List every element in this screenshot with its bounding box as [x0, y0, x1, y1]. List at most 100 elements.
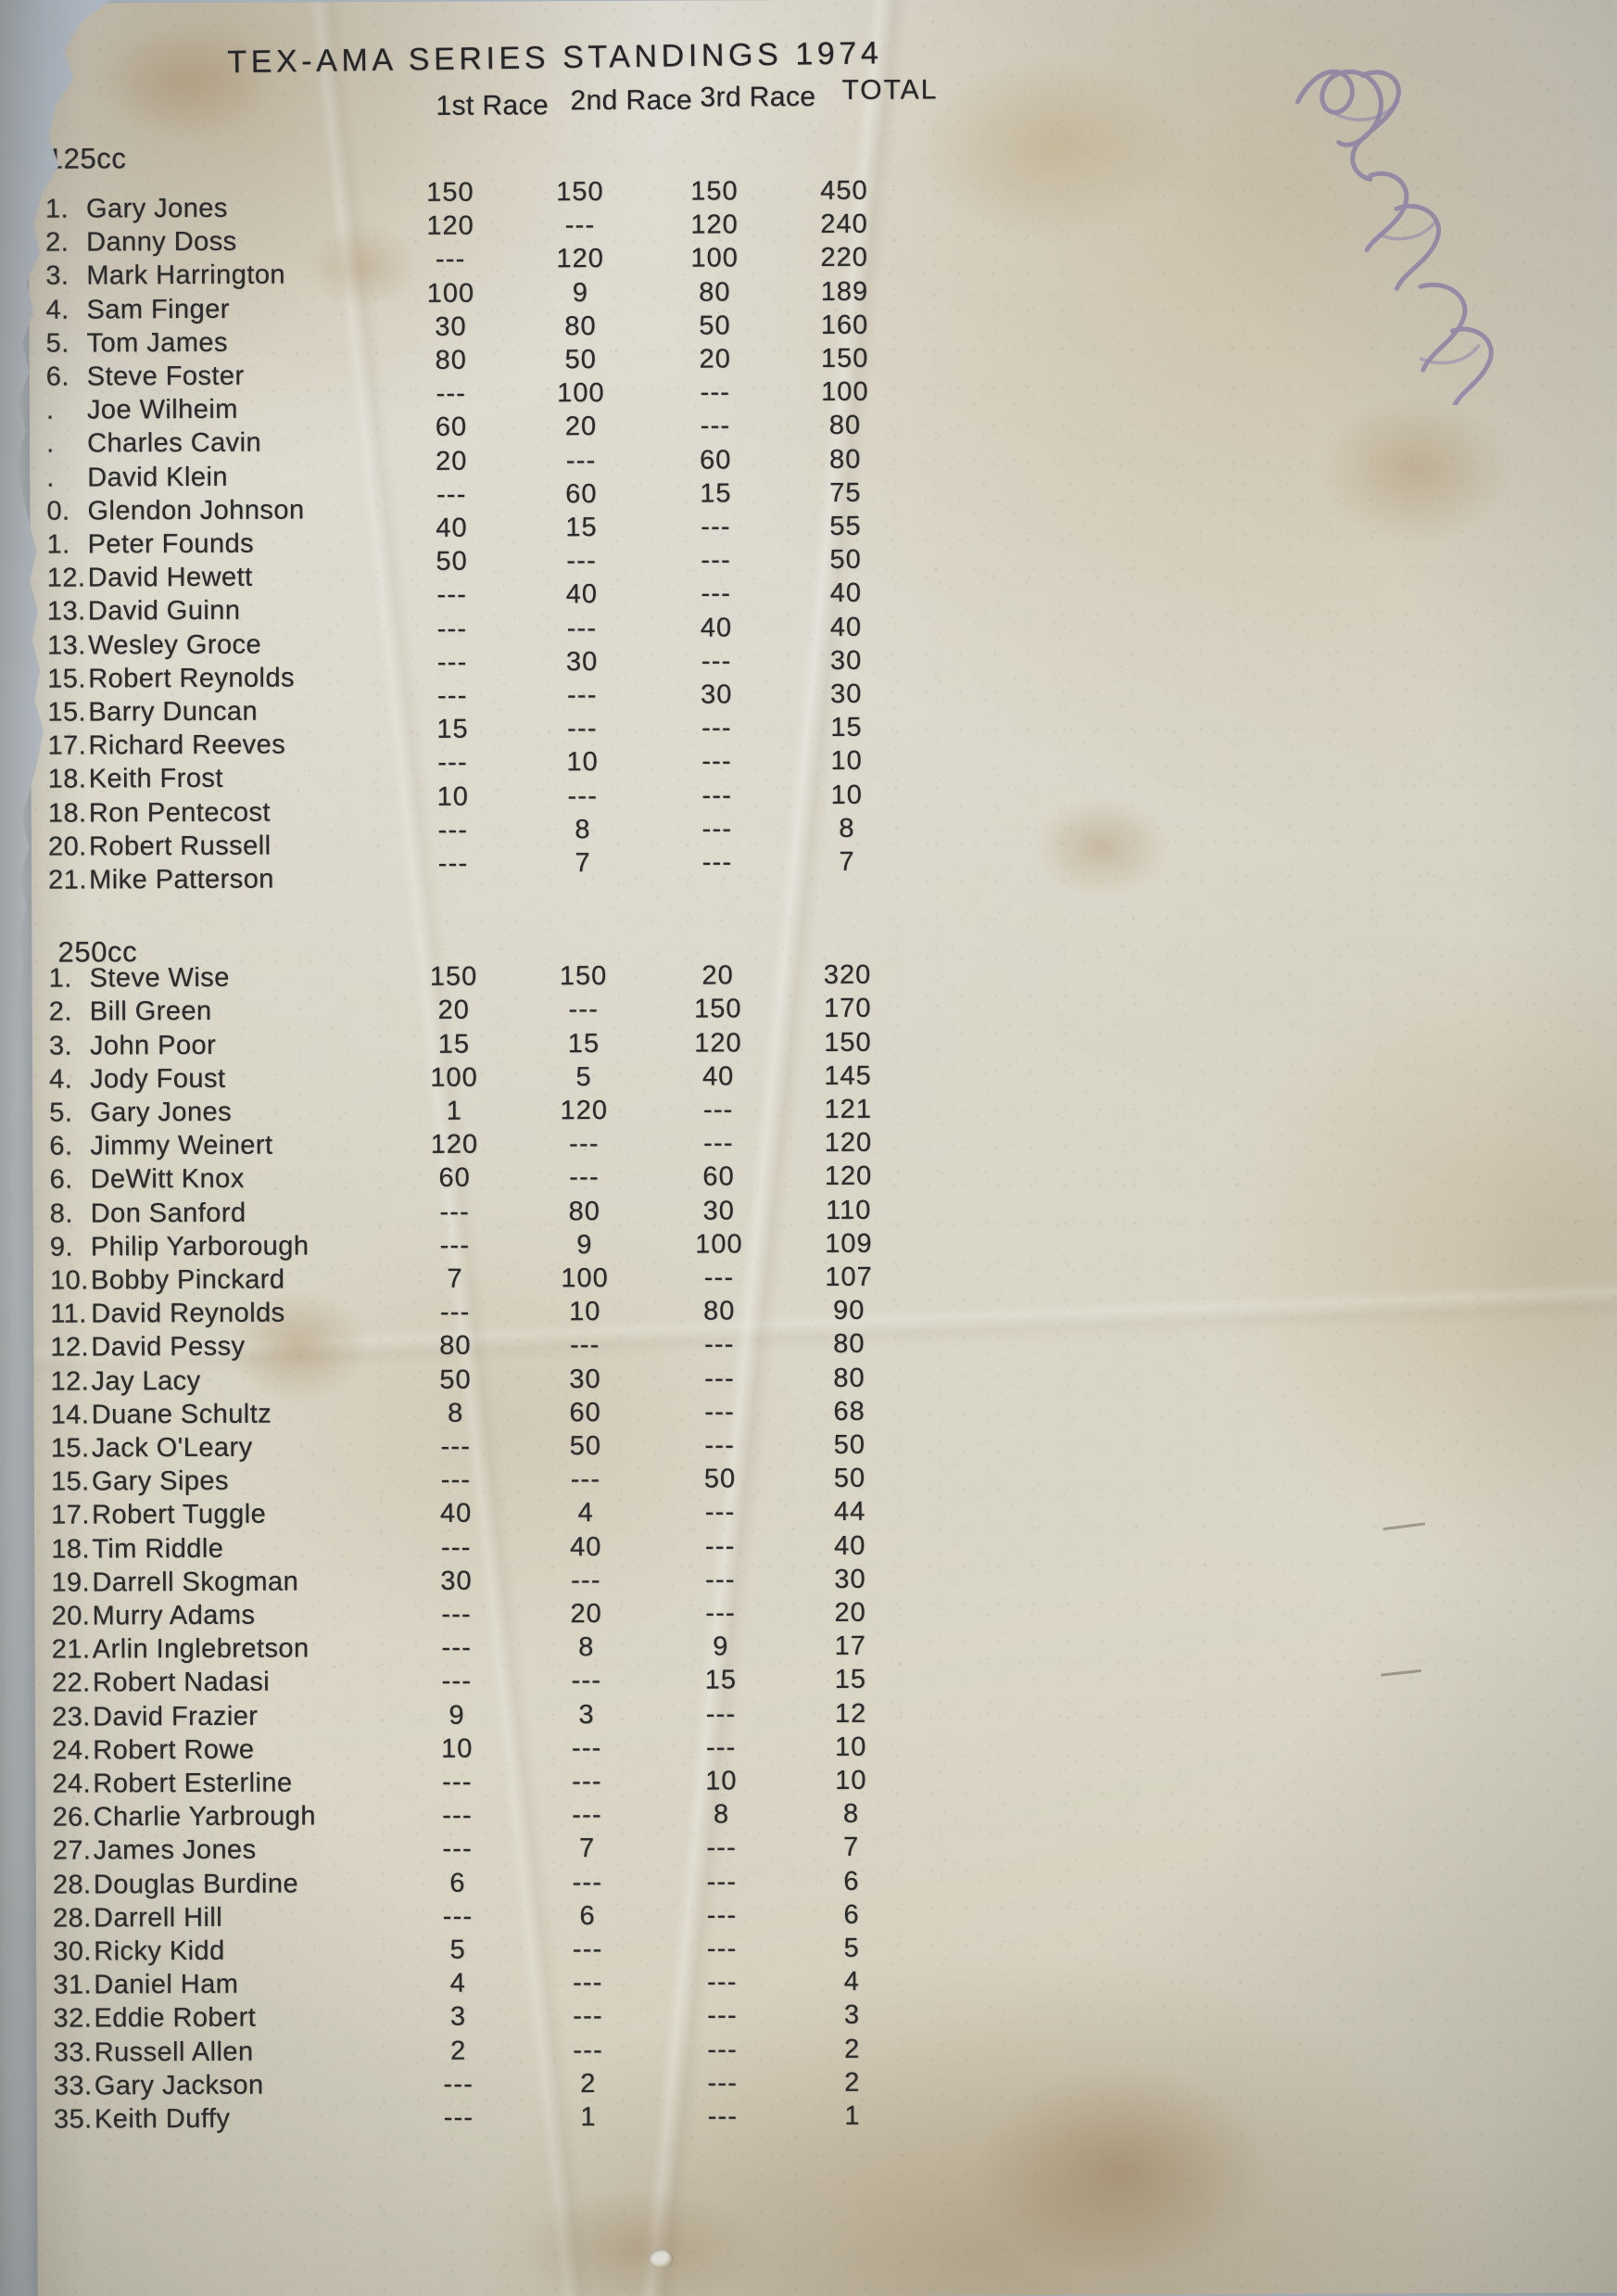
row-rider-name: David Klein — [87, 462, 228, 493]
row-cell-r3: --- — [703, 1329, 735, 1360]
row-cell-r1: 2 — [450, 2036, 467, 2066]
row-position: 3. — [45, 260, 69, 292]
column-header-race2: 2nd Race — [570, 84, 693, 117]
row-cell-r1: --- — [437, 815, 469, 845]
row-position: 18. — [47, 764, 87, 795]
row-cell-r3: --- — [700, 411, 731, 441]
row-cell-r2: --- — [564, 210, 596, 241]
row-cell-r3: --- — [705, 1699, 737, 1730]
row-cell-r3: --- — [704, 1497, 736, 1528]
row-cell-total: 80 — [828, 444, 862, 475]
row-cell-r2: --- — [570, 1465, 601, 1495]
row-rider-name: Mark Harrington — [86, 260, 286, 291]
row-cell-r3: --- — [701, 814, 733, 844]
row-rider-name: DeWitt Knox — [90, 1164, 245, 1195]
row-position: 6. — [49, 1131, 73, 1161]
row-cell-r1: 60 — [438, 1163, 471, 1194]
row-cell-r2: 8 — [578, 1632, 595, 1663]
row-cell-total: 109 — [825, 1228, 873, 1259]
row-position: . — [46, 463, 55, 493]
row-cell-total: 15 — [834, 1665, 867, 1695]
row-position: 17. — [47, 730, 87, 761]
row-rider-name: Gary Sipes — [91, 1465, 229, 1497]
row-cell-r3: --- — [706, 1900, 738, 1931]
column-header-race3: 3rd Race — [700, 82, 816, 113]
row-cell-r3: --- — [701, 847, 733, 878]
row-rider-name: Robert Tuggle — [92, 1500, 267, 1530]
row-cell-r2: 20 — [564, 412, 598, 442]
row-cell-r1: 8 — [448, 1398, 464, 1428]
row-cell-total: 1 — [844, 2100, 861, 2131]
row-cell-r2: --- — [569, 1162, 600, 1193]
row-cell-total: 189 — [820, 276, 869, 307]
row-cell-total: 20 — [834, 1597, 866, 1628]
row-cell-total: 8 — [839, 813, 855, 844]
row-cell-total: 50 — [829, 545, 862, 576]
row-cell-r1: --- — [442, 1901, 474, 1932]
row-cell-total: 30 — [829, 645, 863, 676]
row-cell-r1: --- — [436, 647, 468, 678]
row-cell-r2: --- — [573, 2001, 603, 2032]
row-cell-r2: 5 — [575, 1061, 592, 1092]
row-cell-r3: --- — [703, 1128, 734, 1159]
row-cell-total: 75 — [829, 477, 862, 508]
row-cell-total: 17 — [834, 1630, 866, 1662]
row-position: 5. — [45, 328, 69, 359]
row-cell-total: 12 — [834, 1698, 867, 1729]
row-position: 0. — [46, 496, 70, 526]
row-rider-name: David Frazier — [93, 1701, 259, 1732]
row-position: . — [45, 395, 55, 425]
row-cell-r1: --- — [443, 2069, 474, 2099]
row-cell-r2: 50 — [564, 345, 597, 375]
row-cell-r2: 7 — [579, 1833, 596, 1864]
row-position: 1. — [48, 963, 72, 994]
row-cell-r1: --- — [436, 680, 468, 711]
row-position: 18. — [47, 798, 87, 829]
row-cell-r3: 50 — [703, 1464, 737, 1494]
row-cell-total: 40 — [834, 1530, 866, 1561]
row-rider-name: Gary Jones — [90, 1097, 233, 1128]
row-cell-r1: 50 — [439, 1364, 472, 1395]
row-cell-r2: 60 — [569, 1397, 601, 1428]
row-cell-r2: 80 — [564, 311, 597, 342]
row-position: 11. — [50, 1299, 87, 1329]
row-cell-total: 90 — [832, 1296, 865, 1326]
row-cell-r3: 30 — [702, 1196, 735, 1226]
row-cell-r2: --- — [572, 1934, 603, 1965]
row-cell-r2: 4 — [577, 1498, 594, 1529]
row-cell-r1: --- — [441, 1599, 472, 1630]
row-cell-r2: 30 — [569, 1364, 601, 1394]
row-cell-r3: --- — [705, 1732, 737, 1763]
row-cell-r1: 9 — [448, 1700, 465, 1731]
row-position: 8. — [49, 1199, 73, 1229]
row-rider-name: Steve Foster — [86, 361, 245, 392]
row-cell-r3: --- — [707, 2035, 738, 2065]
stain-blob — [93, 20, 279, 143]
row-cell-total: 6 — [843, 1899, 860, 1930]
row-rider-name: Jack O'Leary — [91, 1432, 253, 1464]
row-cell-r2: 9 — [572, 277, 589, 308]
row-rider-name: Eddie Robert — [94, 2003, 257, 2034]
paper-blemish — [649, 2248, 674, 2269]
row-cell-r2: 3 — [578, 1699, 595, 1730]
row-cell-total: 2 — [843, 2034, 861, 2064]
row-position: 20. — [47, 831, 87, 862]
row-cell-r3: 100 — [695, 1229, 743, 1260]
row-cell-r3: 15 — [704, 1665, 738, 1695]
row-position: 27. — [52, 1835, 92, 1867]
row-cell-total: 10 — [830, 746, 863, 777]
row-cell-r2: 6 — [579, 1900, 596, 1931]
row-cell-r1: --- — [442, 1834, 474, 1865]
row-position: 24. — [52, 1769, 92, 1799]
row-cell-r2: 150 — [559, 961, 608, 992]
row-position: 1. — [46, 529, 70, 560]
stain-blob — [519, 2188, 761, 2296]
row-cell-r1: 50 — [436, 546, 468, 577]
row-rider-name: Darrell Hill — [93, 1902, 223, 1934]
row-position: . — [46, 429, 55, 460]
row-cell-r2: --- — [572, 1800, 602, 1831]
row-cell-r3: 40 — [701, 1061, 735, 1092]
row-cell-total: 6 — [843, 1866, 860, 1896]
row-cell-r3: --- — [707, 2101, 739, 2132]
row-rider-name: Jody Foust — [90, 1063, 226, 1095]
